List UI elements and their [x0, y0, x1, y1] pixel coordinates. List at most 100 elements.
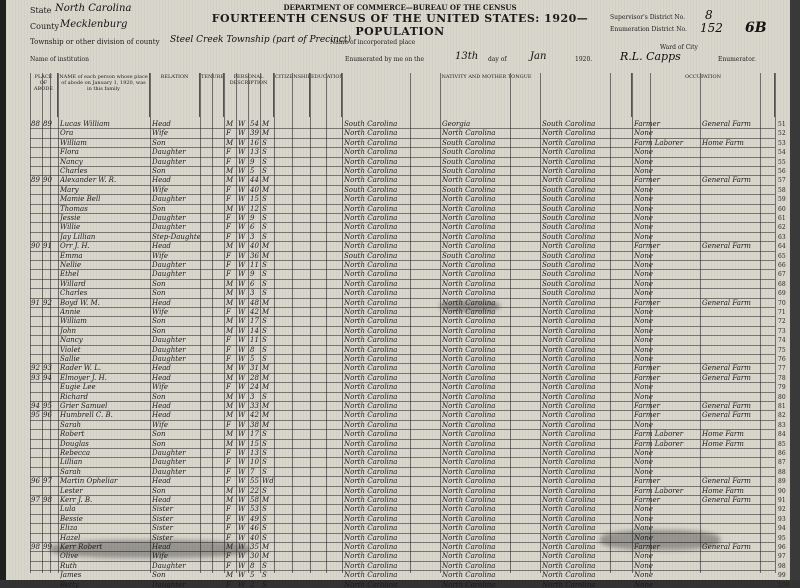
cell-ms: M: [262, 176, 270, 185]
line-number: 79: [778, 384, 786, 392]
cell-birth: North Carolina: [344, 496, 398, 504]
cell-fbirth: North Carolina: [442, 496, 496, 504]
cell-fam: 94: [43, 373, 52, 382]
cell-occ: Farm Laborer: [634, 430, 684, 439]
cell-mbirth: North Carolina: [542, 336, 596, 345]
cell-name: Robert: [60, 430, 85, 439]
cell-age: 44: [250, 176, 259, 185]
township-label: Township or other division of county: [30, 38, 160, 46]
cell-fbirth: North Carolina: [442, 467, 496, 476]
cell-name: Olive: [60, 552, 79, 561]
line-number: 72: [778, 318, 786, 326]
grid-row-line: [30, 260, 775, 261]
table-row: William Son M W 17 S North Carolina North Carol…: [0, 317, 745, 326]
cell-sex: F: [226, 185, 231, 194]
cell-mbirth: North Carolina: [542, 298, 596, 307]
cell-occ: Farm Laborer: [634, 138, 684, 147]
cell-sex: M: [226, 138, 234, 147]
cell-birth: North Carolina: [344, 383, 398, 392]
cell-sex: F: [226, 251, 231, 260]
cell-birth: North Carolina: [344, 223, 398, 232]
grid-column-line: [30, 73, 31, 573]
cell-fbirth: North Carolina: [442, 261, 496, 269]
line-number: 88: [778, 468, 786, 476]
table-row: Willard Son M W 6 S North Carolina North Caroli…: [0, 280, 745, 289]
supervisor-district-label: Supervisor's District No.: [610, 14, 686, 21]
cell-age: 9: [250, 214, 255, 222]
line-number: 83: [778, 421, 786, 429]
cell-occ: Farmer: [634, 477, 661, 486]
cell-rel: Daughter: [152, 223, 186, 232]
cell-ms: M: [262, 120, 270, 128]
cell-fbirth: North Carolina: [442, 223, 496, 232]
cell-ms: S: [262, 561, 267, 570]
cell-rel: Son: [152, 571, 166, 580]
department-heading: DEPARTMENT OF COMMERCE—BUREAU OF THE CEN…: [283, 3, 517, 12]
cell-age: 3: [250, 289, 255, 298]
cell-rel: Daughter: [152, 580, 186, 588]
table-row: Ora Wife F W 39 M North Carolina North Carolina…: [0, 129, 745, 138]
cell-age: 6: [250, 223, 255, 232]
cell-sex: F: [226, 336, 231, 345]
cell-age: 13: [250, 449, 259, 457]
cell-fbirth: North Carolina: [442, 458, 496, 467]
grid-row-line: [30, 570, 775, 572]
cell-ms: M: [262, 364, 270, 373]
cell-ind: Home Farm: [702, 430, 744, 439]
cell-age: 11: [250, 261, 259, 269]
cell-name: Sallie: [60, 355, 80, 363]
cell-sex: M: [226, 430, 234, 439]
cell-rel: Son: [152, 167, 166, 175]
cell-mbirth: North Carolina: [542, 148, 596, 157]
cell-race: W: [238, 514, 246, 523]
grid-column-line: [650, 73, 651, 573]
table-row: Nancy Daughter F W 11 S North Carolina North Ca…: [0, 336, 745, 345]
cell-rel: Sister: [152, 524, 173, 533]
cell-occ: Farmer: [634, 373, 661, 382]
cell-mbirth: North Carolina: [542, 505, 596, 514]
cell-rel: Son: [152, 138, 166, 147]
cell-mbirth: North Carolina: [542, 449, 596, 457]
cell-ind: General Farm: [702, 242, 751, 251]
cell-name: Jay Lillian: [60, 232, 96, 241]
grid-row-line: [30, 410, 775, 412]
cell-birth: North Carolina: [344, 308, 398, 316]
cell-ind: General Farm: [702, 120, 751, 128]
cell-occ: None: [634, 232, 653, 241]
cell-ms: S: [262, 524, 267, 533]
line-number: 94: [778, 525, 786, 533]
cell-birth: South Carolina: [344, 120, 398, 128]
cell-fbirth: North Carolina: [442, 486, 496, 495]
cell-birth: North Carolina: [344, 167, 398, 175]
table-row: Charles Son M W 5 S North Carolina South Caroli…: [0, 167, 745, 176]
cell-mbirth: North Carolina: [542, 561, 596, 570]
table-row: Flora Daughter F W 13 S North Carolina South Ca…: [0, 148, 745, 157]
cell-race: W: [238, 543, 246, 551]
cell-race: W: [238, 185, 246, 194]
table-row: Mary Wife F W 40 M South Carolina South Carolin…: [0, 186, 745, 195]
cell-name: Grier Samuel: [60, 402, 108, 410]
cell-occ: None: [634, 289, 653, 298]
grid-row-line: [30, 532, 775, 534]
cell-fbirth: North Carolina: [442, 298, 496, 307]
line-number: 53: [778, 139, 786, 147]
grid-column-line: [310, 73, 311, 573]
cell-race: W: [238, 402, 246, 410]
grid-row-line: [30, 307, 775, 308]
cell-fbirth: North Carolina: [442, 383, 496, 392]
grid-column-line: [150, 73, 151, 573]
cell-occ: Farm Laborer: [634, 486, 684, 495]
cell-race: W: [238, 289, 246, 298]
line-number: 91: [778, 497, 786, 504]
cell-rel: Sister: [152, 505, 173, 514]
cell-name: Eugie Lee: [60, 383, 96, 392]
table-row: Violet Daughter F W 8 S North Carolina North Ca…: [0, 346, 745, 355]
cell-dw: 91: [31, 298, 40, 307]
cell-sex: F: [226, 533, 231, 542]
cell-mbirth: South Carolina: [542, 223, 596, 232]
cell-fbirth: North Carolina: [442, 533, 496, 542]
line-number: 98: [778, 562, 786, 570]
cell-sex: F: [226, 261, 231, 269]
cell-age: 17: [250, 317, 259, 326]
cell-race: W: [238, 373, 246, 382]
